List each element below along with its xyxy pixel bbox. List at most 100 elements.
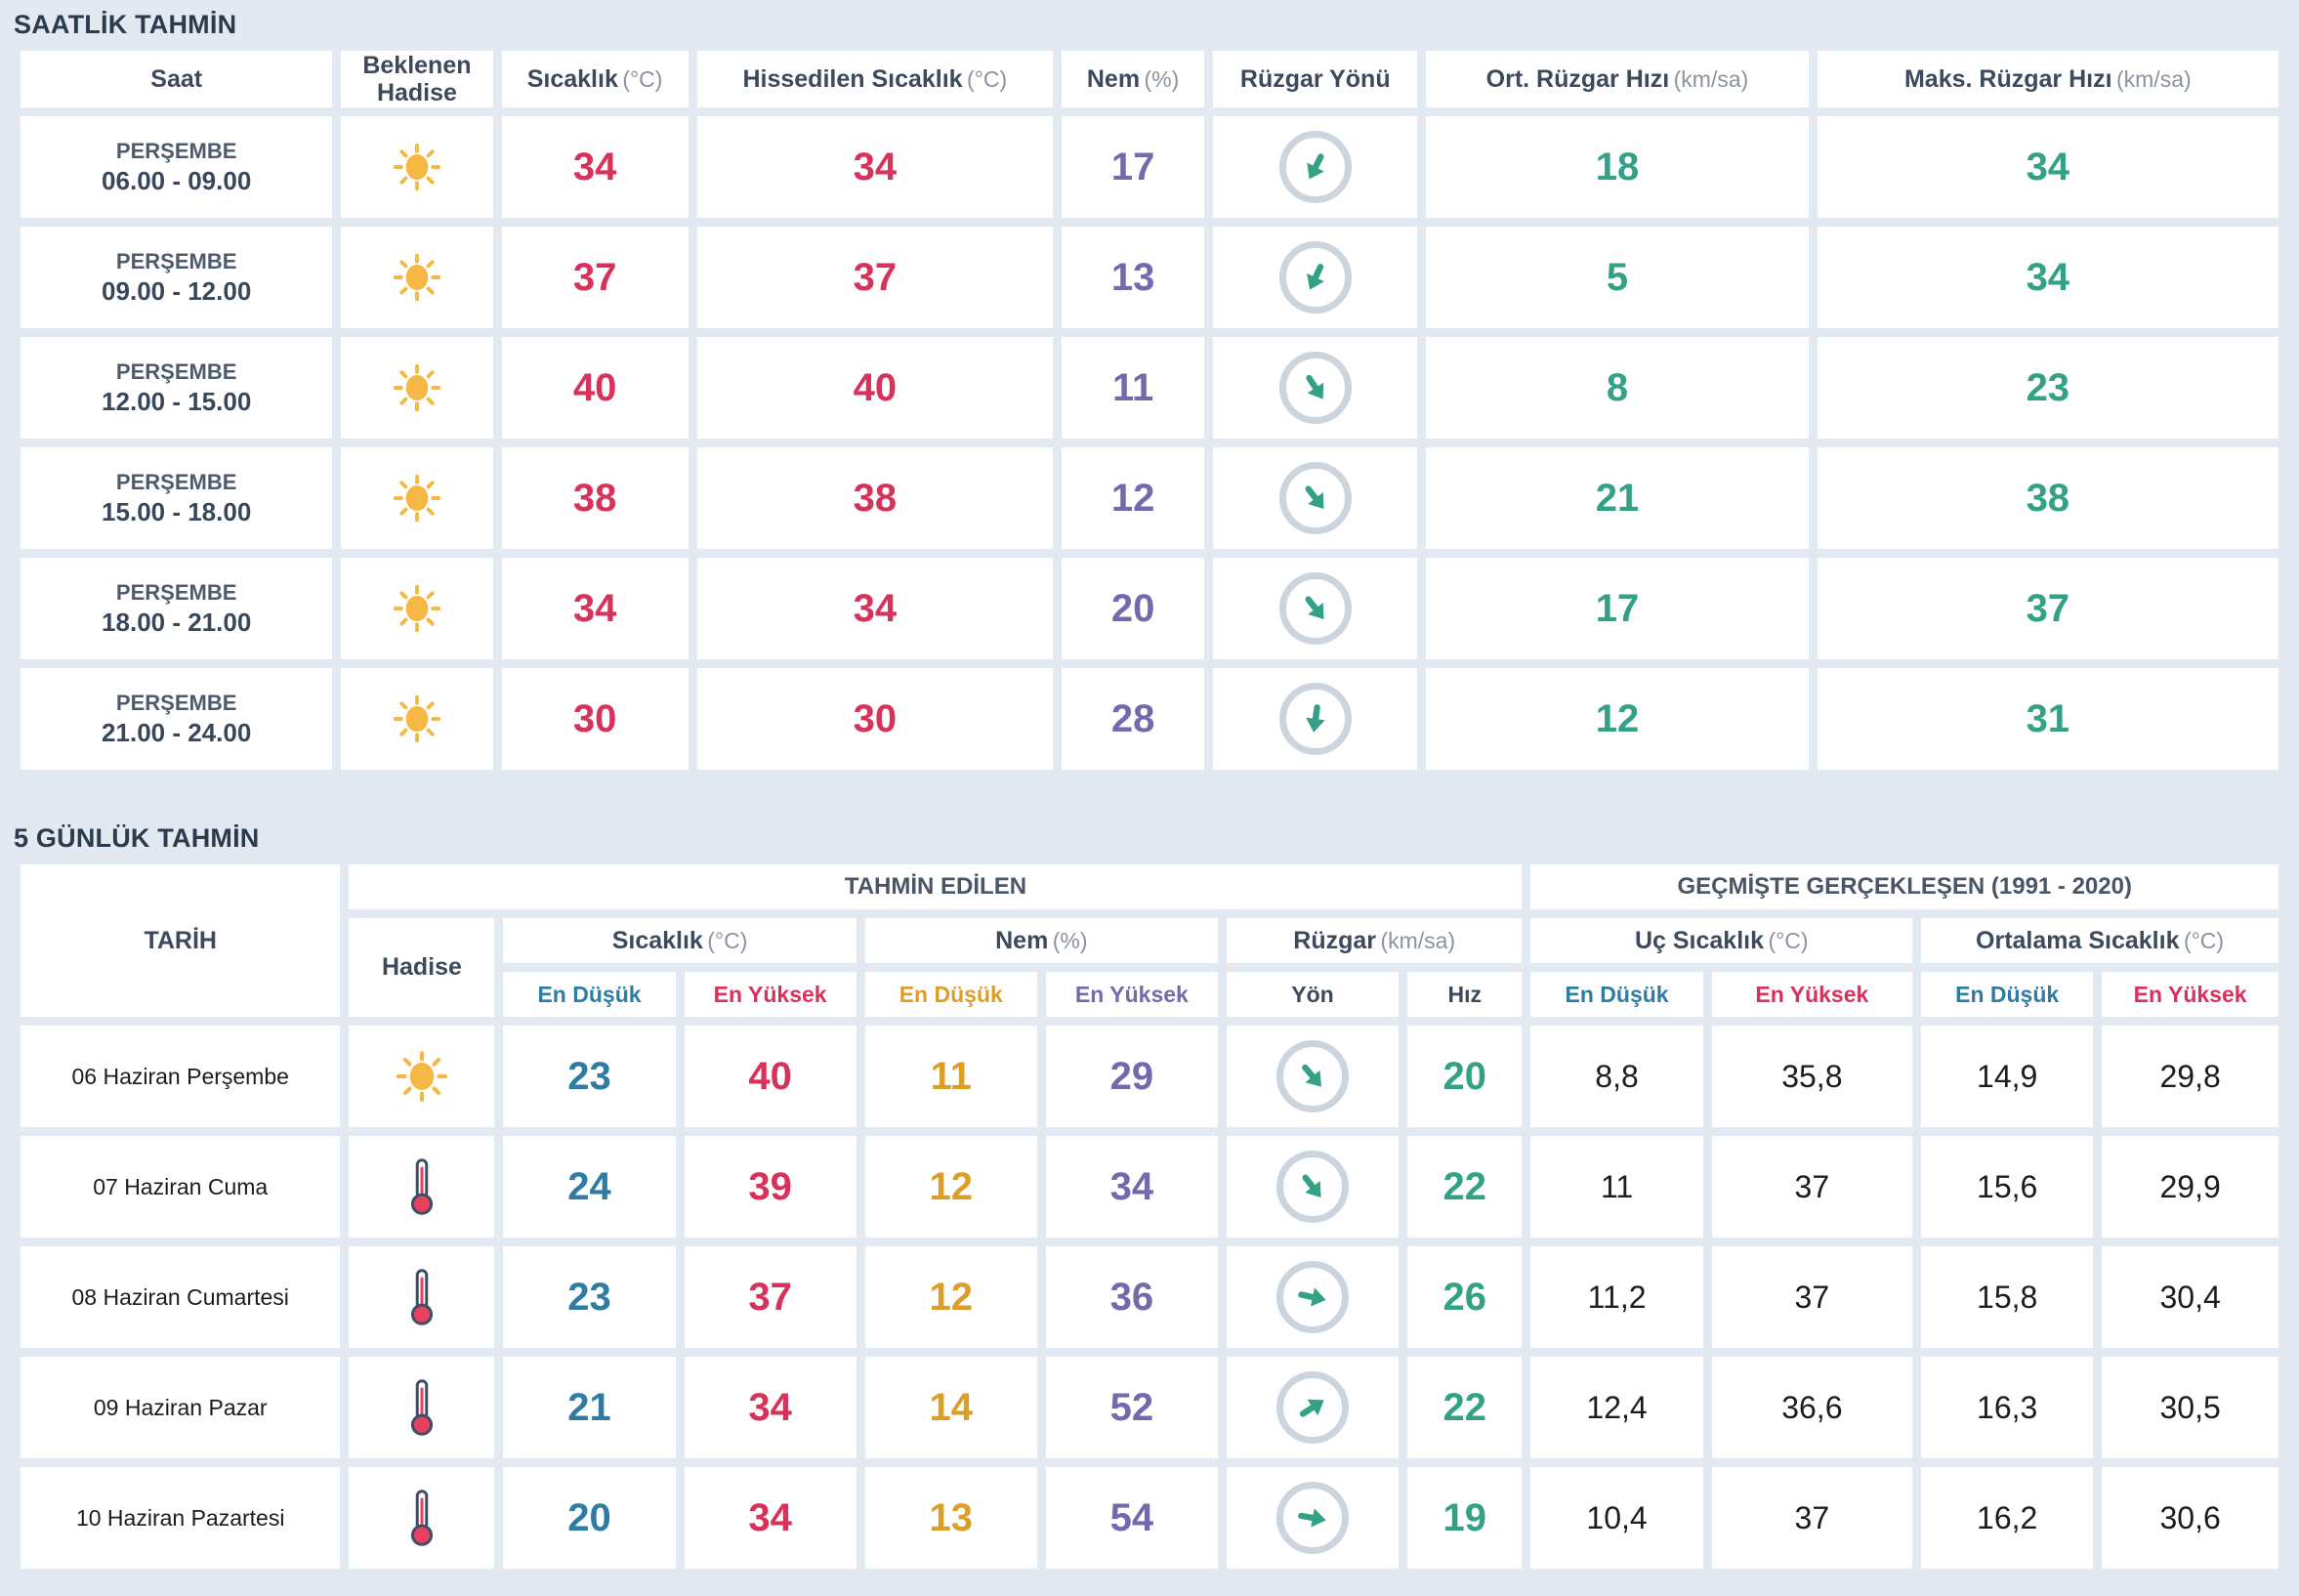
extreme-low-cell: 11 — [1530, 1136, 1703, 1238]
sun-icon — [396, 1050, 447, 1103]
temp-low-cell: 23 — [503, 1246, 676, 1348]
wind-direction-icon — [1276, 1151, 1350, 1223]
feels-like-cell: 38 — [696, 447, 1053, 549]
feels-like-cell: 37 — [696, 227, 1053, 328]
col-label: Hissedilen Sıcaklık — [742, 65, 963, 93]
col-unit: (°C) — [2183, 927, 2225, 953]
col-header-uc-en-dusuk: En Düşük — [1530, 972, 1703, 1017]
temp-low-cell: 23 — [503, 1026, 676, 1127]
wind-direction-cell — [1213, 116, 1418, 218]
col-header-hiz: Hız — [1407, 972, 1523, 1017]
hourly-forecast-table: Saat Beklenen Hadise Sıcaklık (°C) Hisse… — [12, 42, 2287, 778]
col-header-hadise: Hadise — [349, 918, 495, 1017]
wind-arrow-icon — [1306, 704, 1325, 733]
avg-wind-speed-cell: 21 — [1426, 447, 1809, 549]
col-unit: (°C) — [967, 66, 1008, 92]
wind-arrow-icon — [1306, 264, 1324, 290]
subgroup-header-sicaklik: Sıcaklık (°C) — [503, 918, 857, 963]
col-header-tarih: TARİH — [21, 864, 341, 1017]
col-label: Beklenen — [362, 52, 472, 79]
col-header-maks-ruzgar: Maks. Rüzgar Hızı (km/sa) — [1817, 51, 2278, 107]
col-header-hissedilen: Hissedilen Sıcaklık (°C) — [696, 51, 1053, 107]
hourly-forecast-title: SAATLİK TAHMİN — [14, 10, 237, 39]
expected-event-cell — [341, 227, 493, 328]
event-cell — [349, 1467, 495, 1569]
col-label: Uç Sıcaklık — [1634, 926, 1764, 954]
hourly-forecast-row: PERŞEMBE 09.00 - 12.00 — [21, 227, 2278, 328]
col-header-ort-en-yuksek: En Yüksek — [2102, 972, 2278, 1017]
extreme-high-cell: 37 — [1711, 1136, 1913, 1238]
average-high-cell: 30,5 — [2102, 1357, 2278, 1458]
weather-condition-icon — [392, 694, 442, 743]
date-cell: 07 Haziran Cuma — [21, 1136, 341, 1238]
wind-speed-cell: 20 — [1407, 1026, 1523, 1127]
time-range-cell: PERŞEMBE 21.00 - 24.00 — [21, 668, 333, 770]
wind-direction-icon — [1276, 1371, 1350, 1444]
average-low-cell: 15,6 — [1921, 1136, 2094, 1238]
expected-event-cell — [341, 447, 493, 549]
max-wind-speed-cell: 31 — [1817, 668, 2278, 770]
weather-condition-icon — [402, 1269, 441, 1325]
col-label: Ort. Rüzgar Hızı — [1485, 65, 1670, 93]
max-wind-speed-cell: 23 — [1817, 337, 2278, 439]
average-high-cell: 29,8 — [2102, 1026, 2278, 1127]
wind-direction-icon — [1278, 462, 1352, 534]
daily-forecast-row: 07 Haziran Cuma 24 — [21, 1136, 2278, 1238]
average-high-cell: 30,6 — [2102, 1467, 2278, 1569]
wind-direction-icon — [1278, 352, 1352, 424]
daily-forecast-title: 5 GÜNLÜK TAHMİN — [14, 823, 260, 853]
wind-direction-cell — [1226, 1136, 1400, 1238]
wind-arrow-icon — [1306, 374, 1323, 399]
event-cell — [349, 1357, 495, 1458]
temperature-cell: 34 — [501, 116, 689, 218]
humidity-cell: 11 — [1062, 337, 1205, 439]
event-cell — [349, 1026, 495, 1127]
average-high-cell: 30,4 — [2102, 1246, 2278, 1348]
daily-forecast-row: 09 Haziran Pazar 2 — [21, 1357, 2278, 1458]
thermometer-icon — [410, 1379, 433, 1436]
max-wind-speed-cell: 34 — [1817, 116, 2278, 218]
humidity-cell: 28 — [1062, 668, 1205, 770]
time-range-label: 12.00 - 15.00 — [102, 386, 252, 416]
group-header-tahmin-edilen: TAHMİN EDİLEN — [349, 864, 1523, 909]
wind-direction-cell — [1213, 558, 1418, 659]
col-header-ort-en-dusuk: En Düşük — [1921, 972, 2094, 1017]
humidity-high-cell: 36 — [1045, 1246, 1218, 1348]
group-header-gecmiste-gerceklesen: GEÇMİŞTE GERÇEKLEŞEN (1991 - 2020) — [1530, 864, 2278, 909]
humidity-high-cell: 52 — [1045, 1357, 1218, 1458]
sun-icon — [393, 584, 441, 633]
col-label: Nem — [995, 926, 1049, 954]
col-label: Saat — [150, 65, 203, 93]
avg-wind-speed-cell: 17 — [1426, 558, 1809, 659]
date-cell: 08 Haziran Cumartesi — [21, 1246, 341, 1348]
expected-event-cell — [341, 337, 493, 439]
extreme-high-cell: 36,6 — [1711, 1357, 1913, 1458]
five-day-forecast-table: TARİH TAHMİN EDİLEN GEÇMİŞTE GERÇEKLEŞEN… — [12, 856, 2287, 1577]
extreme-low-cell: 11,2 — [1530, 1246, 1703, 1348]
wind-speed-cell: 19 — [1407, 1467, 1523, 1569]
date-cell: 06 Haziran Perşembe — [21, 1026, 341, 1127]
humidity-high-cell: 34 — [1045, 1136, 1218, 1238]
average-low-cell: 15,8 — [1921, 1246, 2094, 1348]
temp-high-cell: 37 — [684, 1246, 857, 1348]
col-unit: (km/sa) — [1673, 66, 1749, 92]
temperature-cell: 37 — [501, 227, 689, 328]
temp-high-cell: 34 — [684, 1357, 857, 1458]
sun-icon — [393, 474, 441, 523]
col-unit: (°C) — [622, 66, 663, 92]
wind-direction-cell — [1226, 1026, 1400, 1127]
hourly-forecast-row: PERŞEMBE 15.00 - 18.00 — [21, 447, 2278, 549]
col-header-nem-en-dusuk: En Düşük — [864, 972, 1037, 1017]
humidity-high-cell: 29 — [1045, 1026, 1218, 1127]
temp-high-cell: 39 — [684, 1136, 857, 1238]
thermometer-icon — [410, 1490, 433, 1546]
avg-wind-speed-cell: 18 — [1426, 116, 1809, 218]
weather-condition-icon — [402, 1158, 441, 1215]
wind-arrow-icon — [1299, 1399, 1324, 1417]
thermometer-icon — [410, 1269, 433, 1325]
temp-low-cell: 24 — [503, 1136, 676, 1238]
humidity-low-cell: 12 — [864, 1136, 1037, 1238]
temp-high-cell: 34 — [684, 1467, 857, 1569]
feels-like-cell: 40 — [696, 337, 1053, 439]
hourly-header-row: Saat Beklenen Hadise Sıcaklık (°C) Hisse… — [21, 51, 2278, 107]
